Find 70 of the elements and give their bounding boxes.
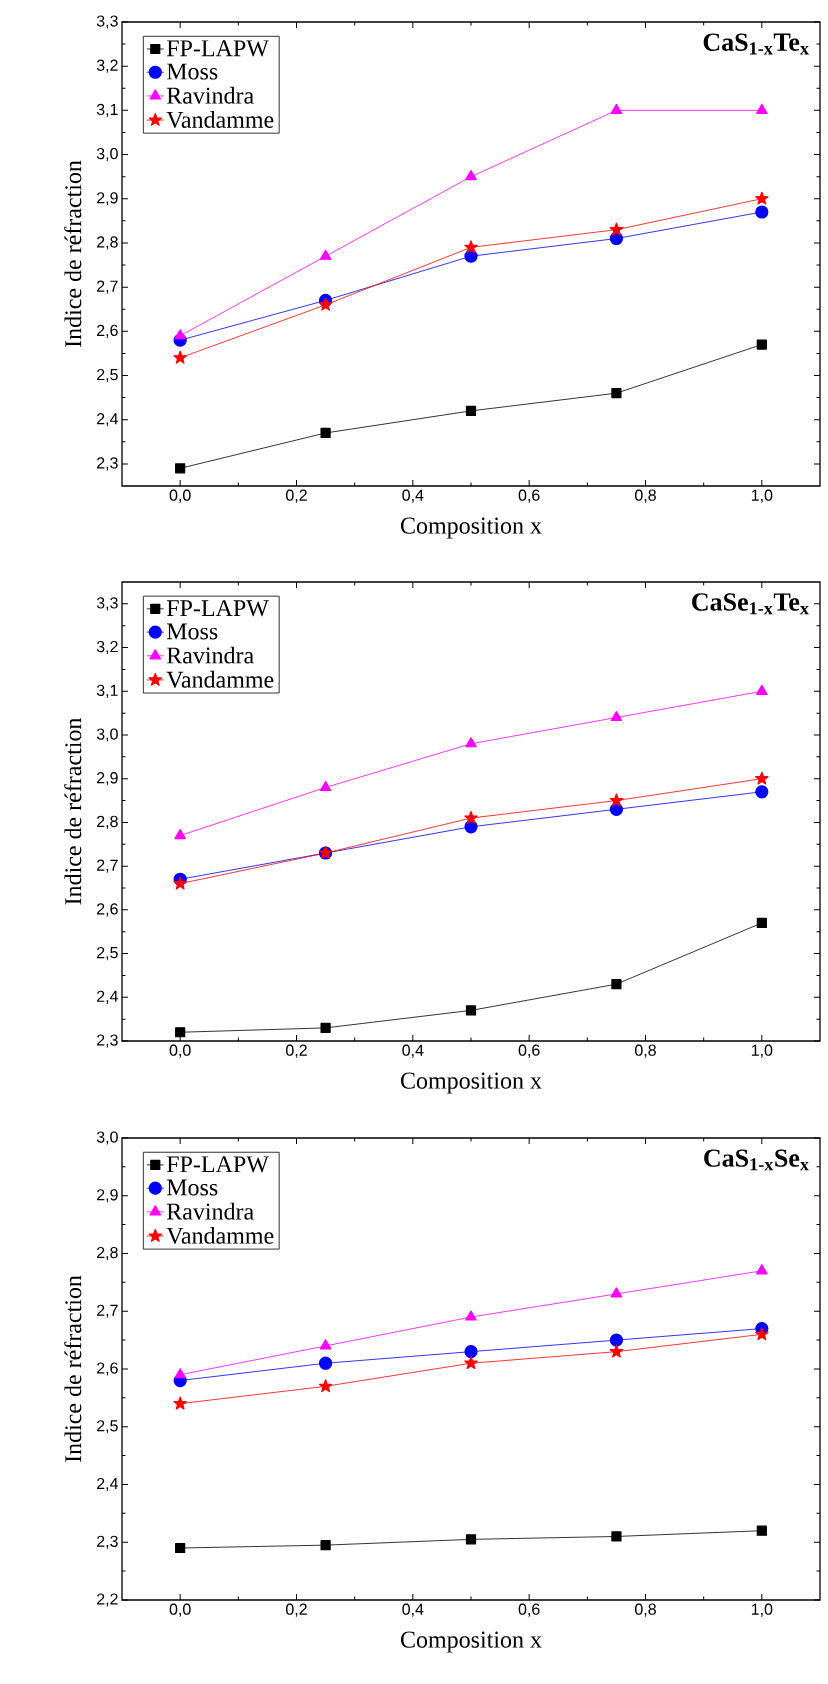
x-tick-label: 0,2 — [286, 1603, 307, 1617]
y-tick-label: 2,5 — [97, 946, 118, 961]
x-tick-label: 0,4 — [402, 489, 424, 503]
y-tick-label: 2,9 — [97, 1189, 118, 1203]
x-tick-label: 1,0 — [751, 1044, 773, 1058]
y-axis-title: Indice de réfraction — [64, 1275, 82, 1463]
x-tick-label: 0,8 — [635, 489, 656, 503]
x-tick-label: 0,2 — [286, 489, 307, 503]
y-tick-label: 2,6 — [97, 903, 118, 917]
chart-title: CaS$_{1-x}$Se$_{x}$ — [704, 1149, 809, 1171]
y-tick-label: 2,4 — [97, 1477, 118, 1492]
x-tick-label: 0,6 — [518, 1603, 540, 1617]
y-tick-label: 3,3 — [96, 597, 118, 611]
legend-label: Moss — [166, 623, 218, 640]
y-tick-label: 3,0 — [96, 147, 118, 162]
x-tick-label: 0,8 — [635, 1603, 656, 1617]
y-tick-label: 2,5 — [97, 368, 118, 383]
legend-label: Ravindra — [166, 86, 254, 104]
x-axis-title: Composition x — [400, 1631, 542, 1653]
y-tick-label: 3,1 — [96, 684, 118, 698]
legend-label: Ravindra — [166, 646, 254, 664]
y-tick-label: 2,9 — [97, 192, 118, 206]
x-tick-label: 0,4 — [402, 1603, 424, 1617]
x-tick-label: 0,6 — [518, 1044, 540, 1058]
y-tick-label: 2,3 — [97, 457, 118, 471]
y-tick-label: 2,7 — [97, 1304, 118, 1318]
y-tick-label: 2,5 — [97, 1420, 118, 1434]
chart-title: CaSe$_{1-x}$Te$_{x}$ — [692, 593, 809, 615]
y-tick-label: 3,0 — [96, 1131, 118, 1145]
legend-label: FP-LAPW — [166, 1156, 269, 1173]
legend-label: FP-LAPW — [166, 40, 269, 57]
y-axis-title: Indice de réfraction — [64, 717, 82, 905]
y-tick-label: 2,7 — [97, 859, 118, 873]
y-tick-label: 2,4 — [97, 990, 118, 1004]
x-tick-label: 1,0 — [751, 489, 773, 503]
y-tick-label: 2,9 — [97, 772, 118, 786]
x-tick-label: 0,2 — [286, 1044, 307, 1058]
legend-label: Vandamme — [166, 670, 274, 688]
chart-title: CaS$_{1-x}$Te$_{x}$ — [703, 33, 809, 55]
y-tick-label: 3,0 — [96, 728, 118, 742]
legend-label: Vandamme — [166, 111, 274, 129]
x-tick-label: 0,0 — [169, 1603, 191, 1617]
y-tick-label: 2,8 — [97, 236, 118, 250]
x-tick-label: 0,6 — [518, 489, 540, 503]
legend-label: Vandamme — [166, 1226, 274, 1244]
y-tick-label: 3,2 — [96, 59, 118, 73]
y-tick-label: 2,7 — [97, 280, 118, 294]
x-tick-label: 0,0 — [169, 1044, 191, 1058]
x-axis-title: Composition x — [400, 1072, 542, 1094]
legend-label: Moss — [166, 63, 218, 80]
y-tick-label: 2,2 — [97, 1593, 118, 1607]
x-axis-title: Composition x — [400, 517, 542, 539]
legend-label: Moss — [166, 1179, 218, 1196]
legend-label: Ravindra — [166, 1202, 254, 1220]
legend-label: FP-LAPW — [166, 600, 269, 617]
y-tick-label: 2,4 — [97, 413, 118, 427]
y-tick-label: 2,8 — [97, 1246, 118, 1261]
y-tick-label: 2,6 — [97, 324, 118, 338]
x-tick-label: 0,0 — [169, 489, 191, 503]
y-tick-label: 2,8 — [97, 815, 118, 830]
y-tick-label: 2,3 — [97, 1034, 118, 1048]
y-axis-title: Indice de réfraction — [64, 160, 82, 348]
x-tick-label: 1,0 — [751, 1603, 773, 1617]
y-tick-label: 2,3 — [97, 1535, 118, 1549]
y-tick-label: 3,2 — [96, 640, 118, 655]
x-tick-label: 0,4 — [402, 1044, 424, 1058]
y-tick-label: 3,3 — [96, 15, 118, 29]
y-tick-label: 2,6 — [97, 1362, 118, 1376]
y-tick-label: 3,1 — [96, 103, 118, 117]
x-tick-label: 0,8 — [635, 1044, 656, 1058]
